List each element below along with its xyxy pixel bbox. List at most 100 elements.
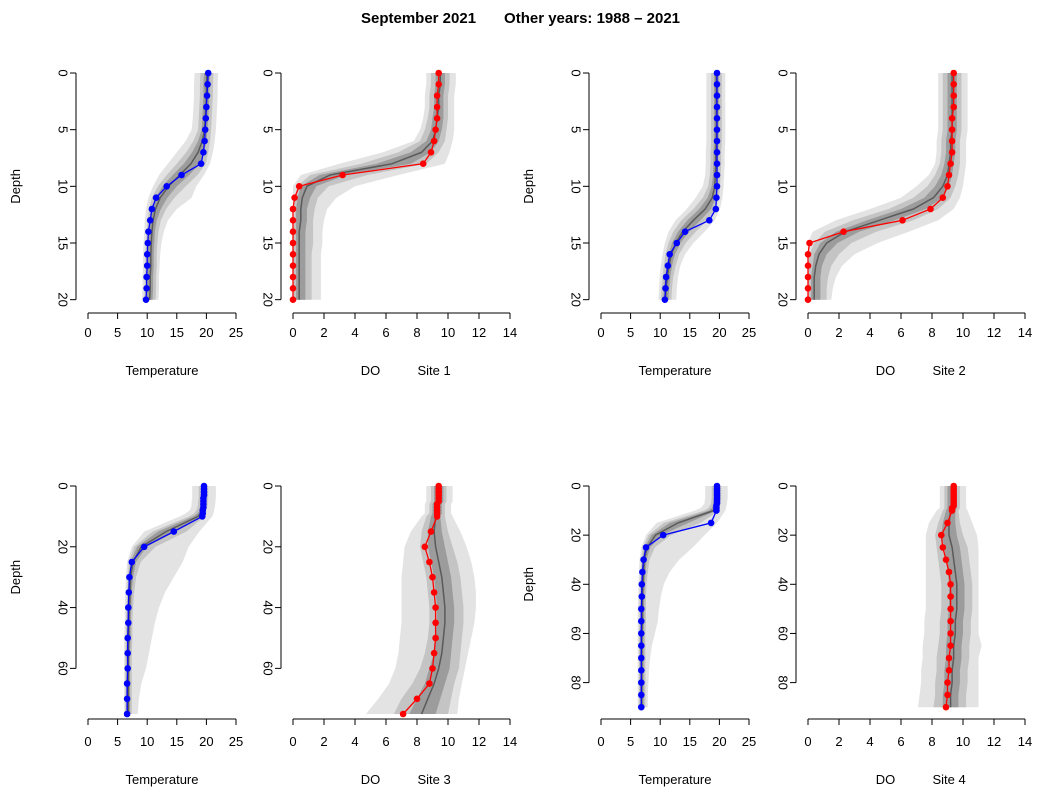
- data-point: [948, 507, 956, 514]
- x-tick-label: 20: [712, 325, 726, 340]
- data-point: [804, 273, 812, 281]
- data-point: [202, 115, 210, 122]
- data-point: [806, 239, 813, 247]
- panel-site-4-do: 0 20 40 60 80 0 2 4 6 8 10 12 14 DO Site 4: [776, 482, 1033, 787]
- y-tick-label: 0: [776, 69, 791, 76]
- data-point: [950, 81, 957, 88]
- data-point: [125, 589, 133, 596]
- y-tick-label: 0: [56, 69, 71, 76]
- data-point: [204, 81, 211, 88]
- data-point: [289, 273, 297, 281]
- data-point: [432, 126, 439, 133]
- data-point: [143, 273, 150, 281]
- data-point: [638, 691, 645, 699]
- data-point: [203, 92, 211, 99]
- x-tick-label: 5: [627, 734, 634, 749]
- figure-title: September 2021 Other years: 1988 – 2021: [0, 10, 1041, 27]
- x-tick-label: 15: [170, 325, 184, 340]
- data-point: [419, 160, 427, 167]
- y-tick-label: 10: [56, 179, 71, 193]
- data-point: [942, 703, 950, 711]
- data-point: [124, 634, 131, 642]
- data-point: [289, 217, 297, 224]
- historical-median-line: [813, 73, 953, 300]
- x-tick-label: 2: [835, 734, 842, 749]
- data-point: [143, 262, 151, 270]
- data-point: [638, 593, 646, 600]
- data-point: [433, 513, 441, 520]
- data-point: [713, 194, 720, 201]
- x-tick-label: 14: [503, 325, 517, 340]
- data-point: [713, 183, 721, 190]
- y-tick-label: 10: [776, 179, 791, 193]
- x-tick-label: 25: [229, 325, 243, 340]
- data-point: [713, 507, 720, 514]
- y-tick-label: 5: [776, 126, 791, 133]
- data-point: [421, 543, 429, 551]
- data-point: [945, 568, 953, 576]
- x-tick-label: 5: [114, 734, 121, 749]
- data-point: [638, 703, 645, 711]
- panel-site-2-do: 0 5 10 15 20 0 2 4 6 8 10 12 14 DO Site 2: [776, 69, 1033, 378]
- range-band-inner: [409, 486, 455, 714]
- data-point: [713, 149, 721, 156]
- data-point: [143, 285, 150, 292]
- x-tick-label: 8: [413, 325, 420, 340]
- y-tick-label: 10: [261, 179, 276, 193]
- data-point: [432, 604, 439, 611]
- data-point: [413, 695, 421, 703]
- data-point: [706, 217, 713, 224]
- y-tick-label: 0: [261, 69, 276, 76]
- data-point: [666, 251, 673, 258]
- data-point: [713, 81, 721, 88]
- data-point: [430, 649, 438, 657]
- data-point: [197, 160, 205, 167]
- data-point: [638, 617, 645, 625]
- y-axis-label: Depth: [8, 560, 23, 595]
- y-tick-label: 5: [56, 126, 71, 133]
- x-tick-label: 15: [683, 734, 697, 749]
- data-point: [143, 251, 151, 258]
- y-tick-label: 0: [261, 482, 276, 489]
- x-tick-label: 0: [804, 325, 811, 340]
- data-point: [430, 589, 438, 596]
- data-point: [170, 528, 178, 535]
- data-point: [659, 531, 667, 539]
- x-tick-label: 0: [84, 325, 91, 340]
- data-point: [664, 262, 672, 270]
- data-point: [128, 558, 136, 566]
- y-tick-label: 20: [56, 292, 71, 306]
- x-tick-label: 15: [683, 325, 697, 340]
- data-point: [713, 137, 721, 145]
- data-point: [639, 568, 646, 576]
- data-point: [947, 630, 954, 637]
- y-tick-label: 0: [569, 69, 584, 76]
- y-tick-label: 5: [261, 126, 276, 133]
- data-point: [713, 69, 721, 77]
- data-point: [427, 528, 435, 535]
- y-tick-label: 60: [569, 626, 584, 640]
- x-axis-label: Temperature: [639, 772, 712, 787]
- panel-site-3-do: 0 20 40 60 0 2 4 6 8 10 12 14 DO Site 3: [261, 482, 518, 787]
- panel-site-1-do: 0 5 10 15 20 0 2 4 6 8 10 12 14 DO Site 1: [261, 69, 518, 378]
- x-tick-label: 10: [140, 734, 154, 749]
- x-tick-label: 10: [956, 734, 970, 749]
- range-band-middle: [808, 73, 962, 300]
- y-tick-label: 20: [569, 292, 584, 306]
- data-point: [948, 137, 956, 145]
- y-tick-label: 20: [261, 292, 276, 306]
- x-tick-label: 5: [114, 325, 121, 340]
- y-tick-label: 10: [569, 179, 584, 193]
- y-tick-label: 80: [569, 675, 584, 689]
- data-point: [938, 531, 945, 539]
- data-point: [163, 183, 170, 190]
- data-point: [124, 649, 131, 657]
- data-point: [840, 228, 847, 235]
- data-point: [945, 171, 953, 179]
- y-tick-label: 40: [776, 577, 791, 591]
- x-tick-label: 10: [956, 325, 970, 340]
- x-tick-label: 6: [897, 734, 904, 749]
- data-point: [430, 137, 438, 145]
- x-tick-label: 8: [928, 325, 935, 340]
